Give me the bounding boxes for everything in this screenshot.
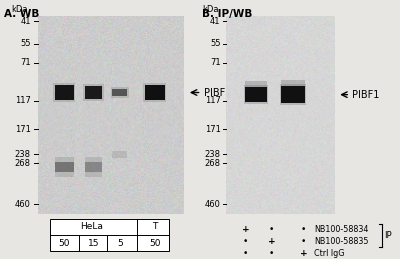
Text: 117: 117 — [15, 96, 31, 105]
Text: NB100-58835: NB100-58835 — [314, 237, 368, 246]
Text: 55: 55 — [20, 39, 31, 48]
Bar — [112, 150, 127, 159]
Bar — [112, 89, 127, 96]
Text: •: • — [243, 237, 248, 246]
Text: A. WB: A. WB — [4, 9, 39, 19]
Bar — [246, 87, 267, 102]
Text: 71: 71 — [210, 58, 220, 67]
Bar — [83, 84, 104, 101]
Bar — [55, 162, 74, 172]
Bar — [246, 81, 267, 87]
Text: 5: 5 — [117, 239, 123, 248]
Text: 71: 71 — [20, 58, 31, 67]
Bar — [280, 84, 306, 105]
Text: •: • — [243, 249, 248, 258]
Text: HeLa: HeLa — [80, 222, 104, 232]
Text: B. IP/WB: B. IP/WB — [202, 9, 252, 19]
Text: kDa: kDa — [202, 5, 219, 13]
Text: +: + — [268, 237, 275, 246]
Text: NB100-58834: NB100-58834 — [314, 225, 368, 234]
Bar — [85, 162, 102, 172]
Bar — [85, 86, 102, 99]
Text: 117: 117 — [205, 96, 220, 105]
Text: 460: 460 — [15, 200, 31, 209]
Text: T: T — [152, 222, 158, 232]
Bar — [55, 157, 74, 177]
Text: Ctrl IgG: Ctrl IgG — [314, 249, 344, 258]
Text: 41: 41 — [20, 17, 31, 26]
Text: •: • — [269, 225, 274, 234]
Text: 171: 171 — [205, 125, 220, 134]
Text: 50: 50 — [149, 239, 160, 248]
Text: IP: IP — [384, 231, 392, 240]
Text: +: + — [300, 249, 308, 258]
Bar — [244, 85, 268, 104]
Text: •: • — [269, 249, 274, 258]
Text: kDa: kDa — [12, 5, 28, 13]
Bar — [143, 83, 166, 102]
Text: 15: 15 — [88, 239, 99, 248]
Text: 55: 55 — [210, 39, 220, 48]
Text: PIBF1: PIBF1 — [352, 90, 380, 100]
Text: +: + — [242, 225, 249, 234]
Text: 238: 238 — [204, 150, 220, 159]
Bar — [111, 87, 128, 98]
Text: 41: 41 — [210, 17, 220, 26]
Bar — [55, 85, 74, 100]
Text: •: • — [301, 237, 306, 246]
Text: 268: 268 — [204, 159, 220, 168]
Text: 50: 50 — [58, 239, 70, 248]
Text: •: • — [301, 225, 306, 234]
Text: 238: 238 — [15, 150, 31, 159]
Bar — [53, 83, 75, 102]
Bar — [281, 80, 305, 86]
Bar — [281, 86, 305, 103]
Text: PIBF1: PIBF1 — [204, 88, 232, 97]
Bar — [85, 157, 102, 177]
Text: 460: 460 — [205, 200, 220, 209]
Text: 268: 268 — [15, 159, 31, 168]
Bar — [144, 85, 165, 100]
Text: 171: 171 — [15, 125, 31, 134]
